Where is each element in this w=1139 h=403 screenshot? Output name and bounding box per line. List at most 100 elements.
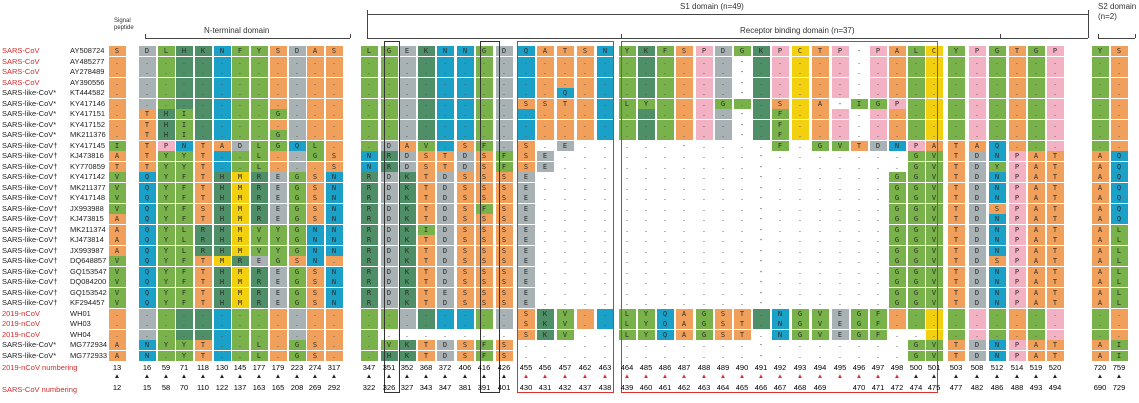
residue-cell: S xyxy=(475,298,493,308)
residue-cell: V xyxy=(108,172,126,182)
residue-cell: A xyxy=(968,140,986,151)
residue-cell: . xyxy=(850,77,868,88)
residue-cell: . xyxy=(475,308,493,319)
residue-cell: . xyxy=(576,235,594,245)
residue-cell: . xyxy=(456,98,474,109)
residue-cell: K xyxy=(536,308,554,319)
residue-cell: . xyxy=(1046,140,1064,151)
residue-cell: - xyxy=(752,340,770,350)
accession: JX993987 xyxy=(70,245,104,255)
residue-cell: Y xyxy=(157,340,175,350)
residue-cell: . xyxy=(596,224,614,235)
residue-cell: . xyxy=(618,88,636,98)
residue-cell: T xyxy=(1046,256,1064,266)
residue-cell: V xyxy=(250,235,268,245)
residue-cell: . xyxy=(436,319,454,329)
residue-cell: T xyxy=(1046,182,1064,193)
residue-cell: . xyxy=(811,340,829,350)
residue-cell: . xyxy=(675,56,693,67)
residue-cell: D xyxy=(380,193,398,203)
residue-cell: . xyxy=(288,119,306,130)
residue-cell: . xyxy=(417,77,435,88)
residue-cell: L xyxy=(1110,256,1128,266)
residue-cell: G xyxy=(714,98,732,109)
residue-cell: G xyxy=(269,140,287,151)
residue-cell: F xyxy=(475,340,493,350)
residue-cell: . xyxy=(1027,98,1045,109)
residue-cell: E xyxy=(269,277,287,287)
residue-cell: V xyxy=(925,151,943,161)
residue-cell: D xyxy=(436,340,454,350)
strain-name: SARS-like-CoV† xyxy=(2,193,58,202)
residue-cell: . xyxy=(714,235,732,245)
residue-cell: . xyxy=(1008,119,1026,130)
residue-cell: . xyxy=(495,319,513,329)
residue-cell: Q xyxy=(138,172,156,182)
residue-cell: C xyxy=(925,46,943,56)
residue-cell: . xyxy=(791,119,809,130)
residue-cell: . xyxy=(675,193,693,203)
residue-cell: . xyxy=(250,119,268,130)
residue-cell: . xyxy=(1091,109,1109,119)
residue-cell: . xyxy=(157,329,175,340)
residue-cell: . xyxy=(791,340,809,350)
ncov-marker: ▲ xyxy=(700,373,708,380)
ncov-number: 494 xyxy=(813,363,827,372)
residue-cell: . xyxy=(888,56,906,67)
residue-cell: . xyxy=(733,161,751,172)
residue-cell: . xyxy=(695,350,713,361)
residue-cell: S xyxy=(714,308,732,319)
residue-cell: D xyxy=(436,172,454,182)
header-tick xyxy=(1135,34,1136,38)
residue-cell: . xyxy=(576,98,594,109)
residue-cell: Q xyxy=(138,224,156,235)
residue-cell: . xyxy=(536,77,554,88)
residue-cell: K xyxy=(398,182,416,193)
residue-cell: . xyxy=(714,245,732,256)
residue-cell: . xyxy=(1046,319,1064,329)
ncov-number: 71 xyxy=(179,363,189,372)
residue-cell: . xyxy=(791,67,809,77)
residue-cell: . xyxy=(869,56,887,67)
residue-cell: . xyxy=(675,235,693,245)
residue-cell: L xyxy=(618,329,636,340)
residue-cell: . xyxy=(231,340,249,350)
residue-cell: . xyxy=(556,151,574,161)
residue-cell: . xyxy=(576,161,594,172)
residue-cell: . xyxy=(213,308,231,319)
residue-cell: . xyxy=(269,67,287,77)
residue-cell: G xyxy=(907,161,925,172)
residue-cell: . xyxy=(194,56,212,67)
ncov-marker: ▲ xyxy=(218,373,226,380)
residue-cell: R xyxy=(360,224,378,235)
residue-cell: A xyxy=(675,319,693,329)
residue-cell: A xyxy=(1027,287,1045,298)
strain-name: SARS-CoV xyxy=(2,67,40,76)
residue-cell: . xyxy=(714,109,732,119)
residue-cell: D xyxy=(436,256,454,266)
residue-cell: . xyxy=(556,266,574,277)
residue-cell: G xyxy=(306,151,324,161)
residue-cell: . xyxy=(656,256,674,266)
ncov-number: 406 xyxy=(458,363,472,372)
residue-cell: Q xyxy=(1110,161,1128,172)
residue-cell: . xyxy=(714,67,732,77)
residue-cell: . xyxy=(831,214,849,224)
residue-cell: F xyxy=(175,287,193,298)
residue-cell: . xyxy=(213,77,231,88)
residue-cell: . xyxy=(269,119,287,130)
strain-name: SARS-like-CoV† xyxy=(2,203,58,213)
accession: KF294457 xyxy=(70,298,105,307)
residue-cell: N xyxy=(988,266,1006,277)
residue-cell: . xyxy=(231,130,249,140)
residue-cell: . xyxy=(811,109,829,119)
residue-cell: . xyxy=(637,224,655,235)
residue-cell: . xyxy=(618,214,636,224)
residue-cell: . xyxy=(1008,130,1026,140)
residue-cell: . xyxy=(1046,67,1064,77)
residue-cell: . xyxy=(1008,88,1026,98)
residue-cell: A xyxy=(213,140,231,151)
ncov-number: 464 xyxy=(620,363,634,372)
residue-cell: . xyxy=(947,319,965,329)
residue-cell: Y xyxy=(157,256,175,266)
